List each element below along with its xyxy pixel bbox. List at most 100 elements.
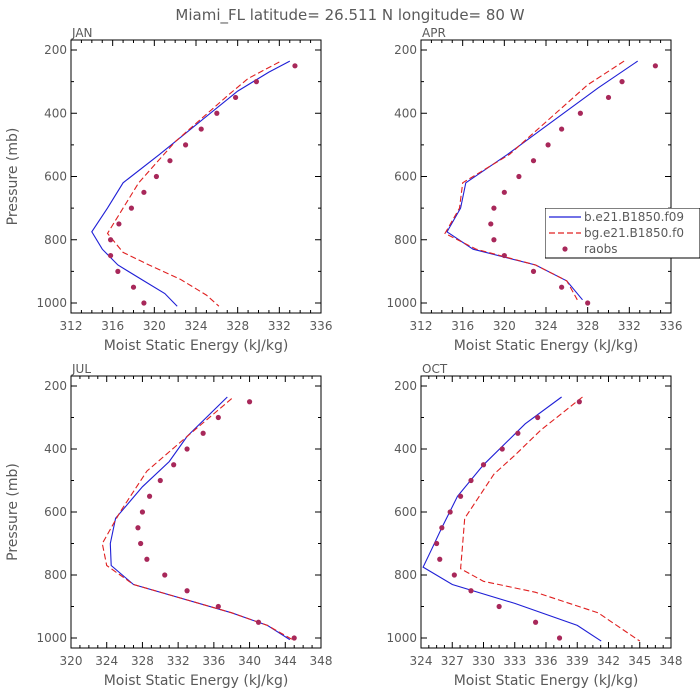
raobs-point-oct <box>576 399 582 405</box>
raobs-point-jan <box>292 63 298 69</box>
x-tick-label-oct: 324 <box>410 654 433 668</box>
raobs-point-oct <box>447 509 453 515</box>
x-tick-label-jan: 312 <box>60 319 83 333</box>
raobs-point-oct <box>439 525 445 531</box>
x-tick-label-jul: 348 <box>310 654 333 668</box>
raobs-point-jul <box>215 414 221 421</box>
x-tick-label-oct: 327 <box>441 654 464 668</box>
legend-label-bg: bg.e21.B1850.f0 <box>584 226 684 240</box>
y-tick-label-jul: 400 <box>44 442 67 456</box>
plot-frame-jan <box>70 39 322 314</box>
legend-label-raobs: raobs <box>584 242 618 256</box>
raobs-point-oct <box>499 446 505 452</box>
y-tick-label-oct: 600 <box>394 505 417 519</box>
x-axis-label-jan: Moist Static Energy (kJ/kg) <box>104 338 289 354</box>
panel-title-jul: JUL <box>71 362 91 376</box>
y-tick-label-apr: 400 <box>394 106 417 120</box>
x-tick-label-jul: 324 <box>95 654 118 668</box>
raobs-point-jul <box>215 603 221 610</box>
raobs-point-oct <box>535 414 541 421</box>
legend-label-b: b.e21.B1850.f09 <box>584 210 684 224</box>
x-tick-label-jul: 332 <box>167 654 190 668</box>
panel-jan: 312 316 320 324 328 332 336 200 400 600 800 1000 JAN… <box>5 26 332 354</box>
raobs-point-jul <box>139 509 146 515</box>
x-tick-label-jan: 324 <box>185 319 208 333</box>
plot-frame-oct <box>420 375 672 649</box>
panel-title-oct: OCT <box>422 362 448 376</box>
x-tick-label-oct: 330 <box>472 654 495 668</box>
x-tick-label-jul: 344 <box>274 654 297 668</box>
x-tick-label-jul: 328 <box>131 654 154 668</box>
plot-frame-jul <box>70 375 322 649</box>
raobs-point-apr <box>516 173 522 180</box>
y-tick-label-jan: 200 <box>44 43 67 57</box>
raobs-point-apr <box>491 205 497 211</box>
raobs-point-apr <box>530 158 537 164</box>
y-tick-label-apr: 200 <box>394 43 417 57</box>
raobs-point-oct <box>451 572 457 578</box>
panel-title-apr: APR <box>422 26 446 40</box>
x-tick-label-apr: 320 <box>493 319 516 333</box>
raobs-point-oct <box>434 540 440 547</box>
x-tick-label-oct: 339 <box>566 654 589 668</box>
x-axis-label-oct: Moist Static Energy (kJ/kg) <box>454 673 639 689</box>
raobs-point-oct <box>468 477 474 484</box>
y-tick-label-jul: 800 <box>44 568 67 582</box>
x-tick-label-jan: 316 <box>101 319 124 333</box>
x-axis-label-jul: Moist Static Energy (kJ/kg) <box>104 673 289 689</box>
x-tick-label-apr: 328 <box>576 319 599 333</box>
raobs-point-jan <box>130 284 137 290</box>
raobs-point-oct <box>457 493 464 499</box>
raobs-point-jan <box>141 300 147 306</box>
raobs-point-jul <box>255 619 262 625</box>
raobs-point-apr <box>619 79 625 85</box>
raobs-point-jul <box>184 446 190 452</box>
raobs-point-jul <box>171 462 177 468</box>
panel-apr: 312 316 320 324 328 332 336 200 400 600 800 1000 APR… <box>386 26 682 354</box>
raobs-point-jul <box>162 572 168 578</box>
x-tick-label-oct: 336 <box>535 654 558 668</box>
x-tick-label-oct: 348 <box>660 654 683 668</box>
y-tick-label-oct: 1000 <box>386 631 417 645</box>
legend-content: b.e21.B1850.f09 bg.e21.B1850.f0 raobs <box>545 208 700 259</box>
figure-title: Miami_FL latitude= 26.511 N longitude= 8… <box>175 6 524 25</box>
bg-line-jul <box>101 398 293 641</box>
raobs-point-jan <box>182 142 189 148</box>
bg-line-apr <box>444 60 625 301</box>
panel-title-jan: JAN <box>71 26 93 40</box>
x-tick-label-jan: 336 <box>310 319 333 333</box>
raobs-point-jul <box>144 556 150 562</box>
raobs-point-oct <box>437 556 443 562</box>
panel-oct: 324 327 330 333 336 339 342 345 348 200 400 600 800 1… <box>386 362 682 689</box>
legend: b.e21.B1850.f09 bg.e21.B1850.f0 raobs <box>545 208 700 259</box>
b-line-jul <box>109 396 291 641</box>
y-tick-label-jan: 600 <box>44 170 67 184</box>
raobs-point-jul <box>200 430 206 436</box>
raobs-point-oct <box>556 635 563 641</box>
raobs-point-apr <box>545 142 551 148</box>
y-tick-label-jul: 600 <box>44 505 67 519</box>
raobs-point-jan <box>253 79 260 85</box>
raobs-point-jul <box>157 477 163 484</box>
raobs-point-apr <box>491 237 497 243</box>
raobs-point-jan <box>198 126 204 132</box>
y-tick-label-apr: 1000 <box>386 296 417 310</box>
x-tick-label-oct: 342 <box>597 654 620 668</box>
raobs-point-jul <box>135 525 141 531</box>
raobs-point-apr <box>501 252 507 259</box>
y-tick-label-oct: 400 <box>394 442 417 456</box>
raobs-point-oct <box>480 462 487 468</box>
raobs-point-jan <box>116 221 122 227</box>
raobs-point-apr <box>652 63 658 69</box>
raobs-point-jan <box>107 252 114 259</box>
x-tick-label-apr: 316 <box>451 319 474 333</box>
y-tick-label-oct: 200 <box>394 379 417 393</box>
raobs-point-oct <box>515 430 521 436</box>
bg-line-oct <box>460 396 641 642</box>
raobs-point-oct <box>468 588 474 594</box>
raobs-point-oct <box>532 619 539 625</box>
raobs-point-jul <box>138 540 144 547</box>
raobs-point-apr <box>559 284 565 290</box>
x-tick-label-jan: 320 <box>143 319 166 333</box>
raobs-point-apr <box>501 189 507 195</box>
